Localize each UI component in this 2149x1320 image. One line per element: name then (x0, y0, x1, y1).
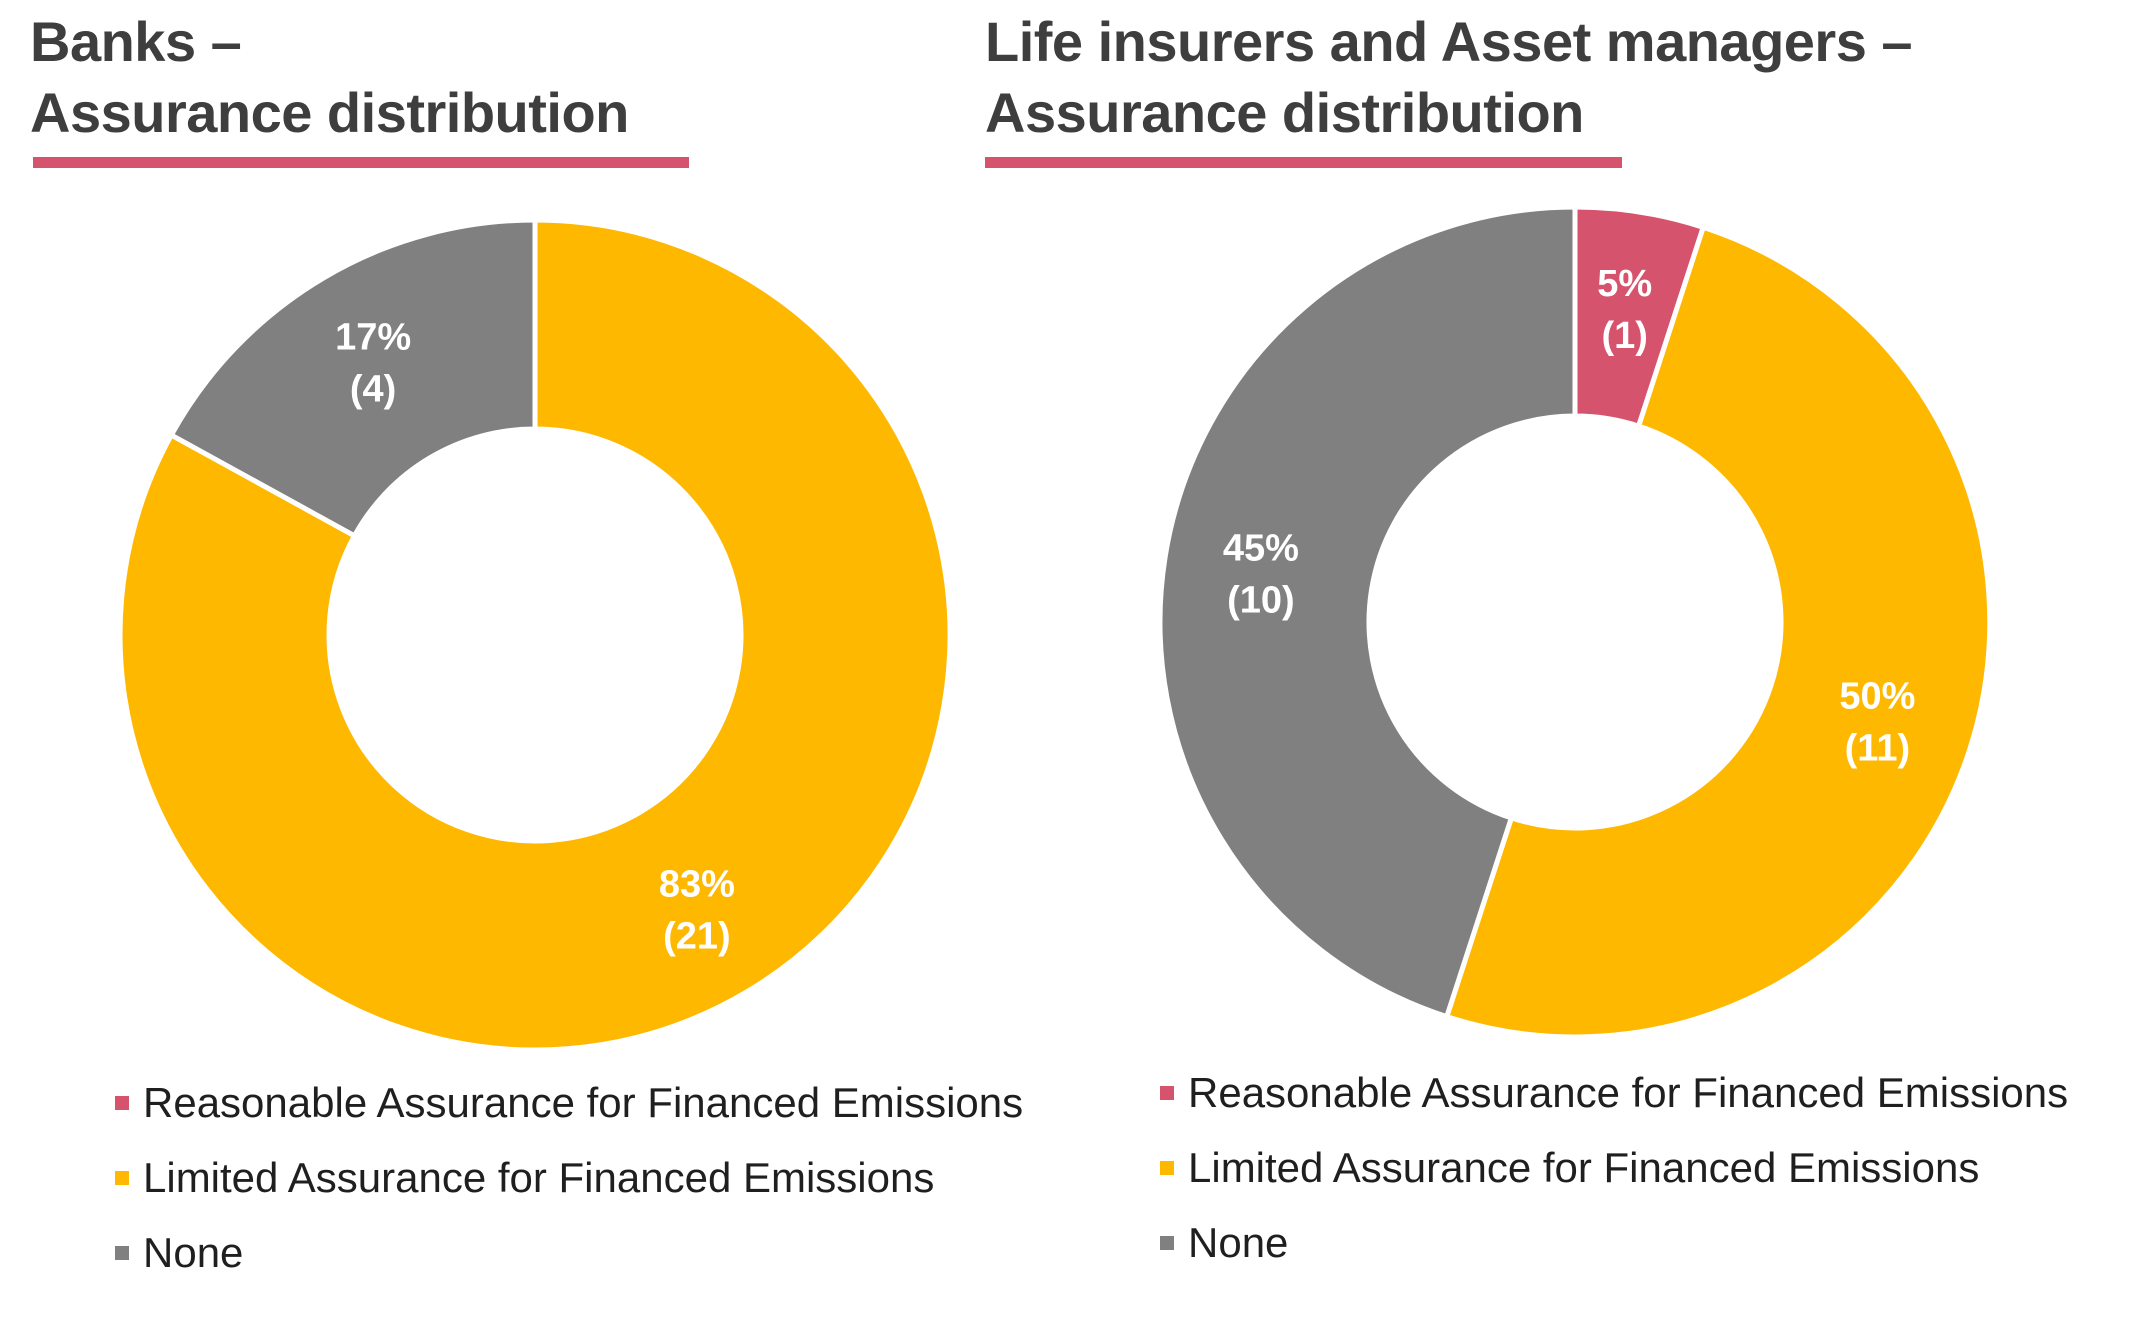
slice-limited (117, 217, 953, 1053)
slice-limited (1444, 224, 1993, 1040)
life-insurers-title-underline (985, 157, 1622, 168)
reasonable-swatch-icon (115, 1096, 129, 1110)
legend-item-none: None (115, 1228, 1023, 1278)
life-insurers-title-line2: Assurance distribution (985, 81, 1584, 144)
legend-item-none: None (1160, 1218, 2068, 1268)
banks-title-line2: Assurance distribution (30, 81, 629, 144)
slice-none (1157, 204, 1578, 1020)
legend-item-reasonable: Reasonable Assurance for Financed Emissi… (115, 1078, 1023, 1128)
banks-title-underline (33, 157, 689, 168)
slice-label: (11) (1845, 727, 1910, 769)
slice-label: 83% (659, 864, 735, 906)
legend-label-reasonable: Reasonable Assurance for Financed Emissi… (143, 1079, 1024, 1126)
slice-label: (21) (663, 916, 731, 958)
slice-label: (10) (1227, 579, 1295, 621)
slice-label: 50% (1839, 675, 1915, 717)
slice-label: (4) (350, 368, 396, 410)
legend-item-limited: Limited Assurance for Financed Emissions (1160, 1143, 2068, 1193)
reasonable-swatch-icon (1160, 1086, 1174, 1100)
banks-title-line1: Banks – (30, 10, 242, 73)
banks-title: Banks – Assurance distribution (30, 6, 629, 148)
legend-label-none: None (143, 1229, 244, 1276)
legend-label-limited: Limited Assurance for Financed Emissions (143, 1154, 935, 1201)
none-swatch-icon (115, 1246, 129, 1260)
slice-label: 5% (1597, 263, 1652, 305)
legend-label-limited: Limited Assurance for Financed Emissions (1188, 1144, 1980, 1191)
slice-label: (1) (1601, 315, 1647, 357)
slice-label: 17% (335, 316, 411, 358)
none-swatch-icon (1160, 1236, 1174, 1250)
legend-item-limited: Limited Assurance for Financed Emissions (115, 1153, 1023, 1203)
limited-swatch-icon (115, 1171, 129, 1185)
limited-swatch-icon (1160, 1161, 1174, 1175)
life-insurers-legend: Reasonable Assurance for Financed Emissi… (1160, 1068, 2068, 1293)
banks-legend: Reasonable Assurance for Financed Emissi… (115, 1078, 1023, 1303)
legend-label-none: None (1188, 1219, 1289, 1266)
life-insurers-donut-chart: 5% (1) 50% (11) 45% (10) (1157, 204, 1993, 1040)
slice-none (168, 217, 538, 539)
life-insurers-title-line1: Life insurers and Asset managers – (985, 10, 1913, 73)
legend-item-reasonable: Reasonable Assurance for Financed Emissi… (1160, 1068, 2068, 1118)
banks-donut-chart: 83% (21) 17% (4) (117, 217, 953, 1053)
life-insurers-title: Life insurers and Asset managers – Assur… (985, 6, 1913, 148)
legend-label-reasonable: Reasonable Assurance for Financed Emissi… (1188, 1069, 2069, 1116)
slice-label: 45% (1223, 527, 1299, 569)
